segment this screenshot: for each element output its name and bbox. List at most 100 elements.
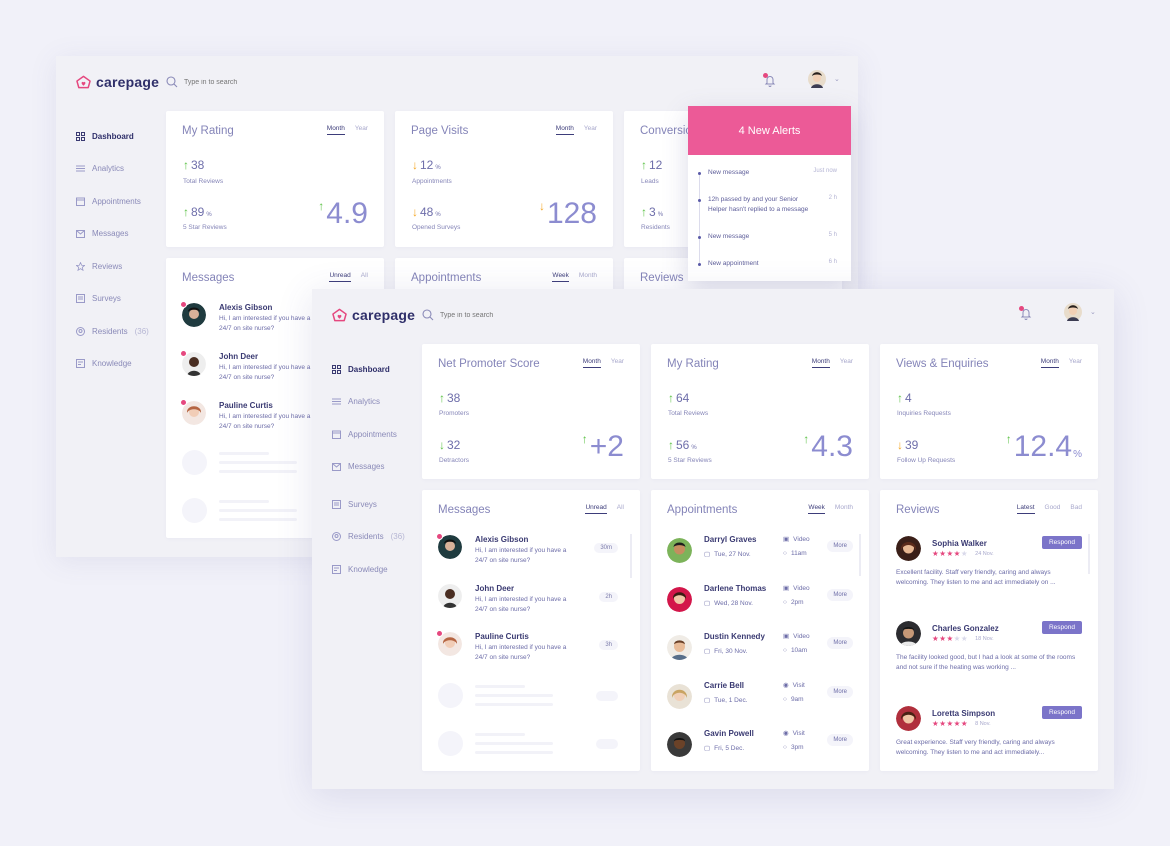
respond-button[interactable]: Respond xyxy=(1041,706,1082,719)
sidebar-item-dashboard[interactable]: Dashboard xyxy=(332,353,422,386)
appointment-item[interactable]: Darryl Graves ▢ Tue, 27 Nov. ▣ Video ○ 11am… xyxy=(667,535,859,583)
tab-bad[interactable]: Bad xyxy=(1070,504,1082,511)
message-item[interactable]: Pauline Curtis Hi, I am interested if yo… xyxy=(436,630,626,680)
appointment-item[interactable]: Carrie Bell ▢ Tue, 1 Dec. ◉ Visit ○ 9am Mor… xyxy=(667,681,859,729)
appointment-time: ○ 11am xyxy=(783,550,807,557)
visits-big-value: ↓ 128 xyxy=(538,197,597,230)
review-item[interactable]: Charles Gonzalez ★★★ ★★ 18 Nov. Respond Th… xyxy=(896,621,1084,691)
sidebar-item-appointments[interactable]: Appointments xyxy=(332,418,422,451)
metric-label: Detractors xyxy=(439,457,469,464)
tab-month[interactable]: Month xyxy=(811,358,830,368)
residents-count: (36) xyxy=(390,532,405,542)
arrow-down-icon: ↓ xyxy=(439,438,445,452)
card-title: Reviews xyxy=(896,504,940,516)
sidebar-item-dashboard[interactable]: Dashboard xyxy=(76,120,166,153)
message-preview: Hi, I am interested if you have a 24/7 o… xyxy=(475,644,567,661)
tab-unread[interactable]: Unread xyxy=(585,504,607,514)
message-item[interactable]: Alexis Gibson Hi, I am interested if you… xyxy=(180,301,370,351)
appointment-item[interactable]: Dustin Kennedy ▢ Fri, 30 Nov. ▣ Video ○ 10a… xyxy=(667,632,859,680)
tab-month[interactable]: Month xyxy=(555,125,574,135)
search-input[interactable] xyxy=(184,78,304,86)
mail-icon xyxy=(332,462,341,471)
sidebar-item-messages[interactable]: Messages xyxy=(76,218,166,251)
alert-text: New message xyxy=(708,233,750,240)
card-title: Appointments xyxy=(411,272,482,284)
tab-month[interactable]: Month xyxy=(582,358,601,368)
sidebar-item-knowledge[interactable]: Knowledge xyxy=(332,553,422,586)
sidebar-item-analytics[interactable]: Analytics xyxy=(332,386,422,419)
sidebar-item-residents[interactable]: Residents (36) xyxy=(76,315,166,348)
more-button[interactable]: More xyxy=(827,637,853,649)
calendar-icon: ▢ xyxy=(704,745,711,752)
sidebar-item-residents[interactable]: Residents (36) xyxy=(332,521,422,554)
respond-button[interactable]: Respond xyxy=(1041,621,1082,634)
message-preview: Hi, I am interested if you have a 24/7 o… xyxy=(219,315,311,332)
scrollbar[interactable] xyxy=(1088,534,1090,574)
tab-month[interactable]: Month xyxy=(578,272,597,279)
respond-button[interactable]: Respond xyxy=(1041,536,1082,549)
notifications-button[interactable] xyxy=(1019,306,1032,325)
more-button[interactable]: More xyxy=(827,686,853,698)
user-menu[interactable]: ⌄ xyxy=(1064,303,1096,321)
user-menu[interactable]: ⌄ xyxy=(808,70,840,88)
tab-year[interactable]: Year xyxy=(354,125,368,132)
tab-good[interactable]: Good xyxy=(1044,504,1061,511)
sidebar-item-appointments[interactable]: Appointments xyxy=(76,185,166,218)
more-button[interactable]: More xyxy=(827,734,853,746)
tab-unread[interactable]: Unread xyxy=(329,272,351,282)
appointment-time: ○ 10am xyxy=(783,647,808,654)
arrow-down-icon: ↓ xyxy=(412,205,418,219)
sidebar-item-messages[interactable]: Messages xyxy=(332,451,422,484)
tab-year[interactable]: Year xyxy=(583,125,597,132)
review-item[interactable]: Loretta Simpson ★★★★★ 8 Nov. Respond Grea… xyxy=(896,706,1084,771)
top-bar: carepage ⌄ xyxy=(56,56,858,110)
message-item[interactable]: John Deer Hi, I am interested if you hav… xyxy=(438,584,626,632)
tab-week[interactable]: Week xyxy=(552,272,569,282)
sidebar-item-knowledge[interactable]: Knowledge xyxy=(76,348,166,381)
tab-year[interactable]: Year xyxy=(839,358,853,365)
tab-year[interactable]: Year xyxy=(1068,358,1082,365)
message-item[interactable]: Pauline Curtis Hi, I am interested if yo… xyxy=(180,399,370,449)
notifications-button[interactable] xyxy=(763,73,776,92)
message-sender: Alexis Gibson xyxy=(475,535,529,544)
more-button[interactable]: More xyxy=(827,589,853,601)
card-title: Page Visits xyxy=(411,125,469,137)
arrow-down-icon: ↓ xyxy=(538,199,545,213)
sidebar-item-reviews[interactable]: Reviews xyxy=(76,250,166,283)
tab-month[interactable]: Month xyxy=(326,125,345,135)
appointment-item[interactable]: Gavin Powell ▢ Fri, 5 Dec. ◉ Visit ○ 3pm Mo… xyxy=(667,729,859,771)
review-item[interactable]: Sophia Walker ★★★★ ★ 24 Nov. Respond Excel… xyxy=(896,536,1084,606)
avatar xyxy=(438,584,462,608)
tab-year[interactable]: Year xyxy=(610,358,624,365)
inquiries-value: ↑ 4 xyxy=(897,391,912,405)
sliders-icon xyxy=(332,398,341,405)
scrollbar[interactable] xyxy=(630,534,632,578)
scrollbar[interactable] xyxy=(859,534,861,576)
message-item[interactable]: Alexis Gibson Hi, I am interested if you… xyxy=(436,533,626,583)
card-tabs: Week Month xyxy=(552,272,597,282)
sidebar-item-label: Surveys xyxy=(92,294,121,304)
appointment-item[interactable]: Darlene Thomas ▢ Wed, 28 Nov. ▣ Video ○ 2pm… xyxy=(667,584,859,632)
sidebar-item-analytics[interactable]: Analytics xyxy=(76,153,166,186)
tab-week[interactable]: Week xyxy=(808,504,825,514)
card-tabs: Month Year xyxy=(1040,358,1082,368)
card-tabs: Month Year xyxy=(811,358,853,368)
tab-all[interactable]: All xyxy=(360,272,368,279)
more-button[interactable]: More xyxy=(827,540,853,552)
search-input[interactable] xyxy=(440,311,560,319)
appointment-date: ▢ Wed, 28 Nov. xyxy=(704,599,753,608)
search[interactable] xyxy=(166,76,304,88)
sidebar-item-surveys[interactable]: Surveys xyxy=(76,283,166,316)
video-icon: ▣ xyxy=(783,633,790,640)
logo[interactable]: carepage xyxy=(76,74,159,90)
total-reviews-value: ↑ 38 xyxy=(183,158,205,172)
tab-latest[interactable]: Latest xyxy=(1016,504,1035,514)
card-title: Appointments xyxy=(667,504,738,516)
tab-month[interactable]: Month xyxy=(1040,358,1059,368)
sidebar-item-surveys[interactable]: Surveys xyxy=(332,488,422,521)
search[interactable] xyxy=(422,309,560,321)
tab-all[interactable]: All xyxy=(616,504,624,511)
message-item[interactable]: John Deer Hi, I am interested if you hav… xyxy=(180,350,370,400)
tab-month[interactable]: Month xyxy=(834,504,853,511)
logo[interactable]: carepage xyxy=(332,307,415,323)
